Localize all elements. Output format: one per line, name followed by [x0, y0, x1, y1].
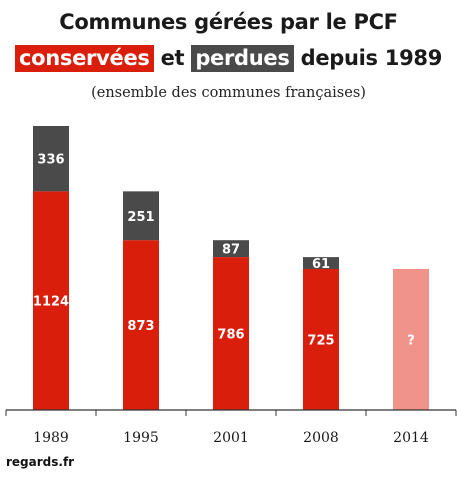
chart-title-line2: conservées et perdues depuis 1989	[0, 45, 457, 72]
data-label-lost-2001: 87	[222, 243, 240, 258]
data-label-lost-1995: 251	[127, 210, 154, 225]
x-tick-label-1995: 1995	[123, 430, 159, 446]
x-tick-label-1989: 1989	[33, 430, 69, 446]
x-tick-label-2008: 2008	[303, 430, 339, 446]
bar-lost-2001	[213, 240, 249, 258]
x-tick-label-2014: 2014	[393, 430, 429, 446]
data-label-kept-2001: 786	[217, 328, 244, 343]
bar-lost-1989	[33, 126, 69, 192]
data-label-lost-2008: 61	[312, 257, 330, 272]
title-suffix: depuis 1989	[300, 46, 443, 70]
bar-kept-2014	[393, 268, 429, 410]
legend-kept-label: conservées	[14, 45, 154, 72]
title-connector: et	[160, 46, 185, 70]
bar-kept-2008	[303, 268, 339, 410]
bar-lost-2008	[303, 257, 339, 269]
data-label-lost-1989: 336	[37, 153, 64, 168]
chart-subtitle: (ensemble des communes françaises)	[91, 85, 366, 101]
source-credit: regards.fr	[6, 455, 75, 469]
data-label-kept-1989: 1124	[33, 295, 69, 310]
bar-kept-2001	[213, 257, 249, 410]
chart-title: Communes gérées par le PCF	[59, 10, 398, 34]
data-label-kept-2008: 725	[307, 333, 334, 348]
x-tick-label-2001: 2001	[213, 430, 249, 446]
bar-kept-1989	[33, 191, 69, 410]
bar-lost-1995	[123, 191, 159, 241]
legend-lost-label: perdues	[191, 45, 294, 72]
data-label-kept-2014: ?	[407, 333, 415, 348]
bar-kept-1995	[123, 240, 159, 410]
data-label-kept-1995: 873	[127, 319, 154, 334]
